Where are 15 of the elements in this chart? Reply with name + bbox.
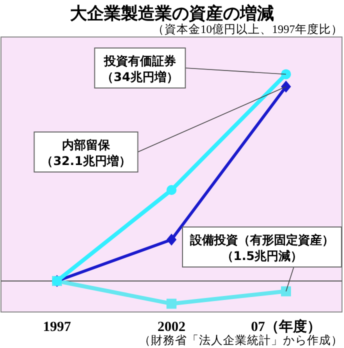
point (281, 80, 291, 93)
annotation: 内部留保（32.1兆円増） (41, 138, 131, 168)
text: （財務省「法人企業統計」から作成） (139, 333, 343, 347)
point (166, 234, 176, 246)
point (281, 69, 291, 80)
point (281, 286, 291, 296)
x-tick-label: 07（年度） (251, 318, 321, 335)
chart-subtitle: （資本金10億円以上、1997年度比） (152, 22, 343, 36)
x-tick-label: 1997 (43, 320, 71, 335)
chart-title: 大企業製造業の資産の増減 (70, 3, 274, 24)
point (166, 298, 176, 309)
annotation: 投資有価証券（34兆円増） (102, 54, 178, 84)
x-tick-label: 2002 (158, 320, 186, 335)
point (166, 185, 176, 196)
annotation: 設備投資（有形固定資産）（1.5兆円減） (189, 233, 334, 263)
